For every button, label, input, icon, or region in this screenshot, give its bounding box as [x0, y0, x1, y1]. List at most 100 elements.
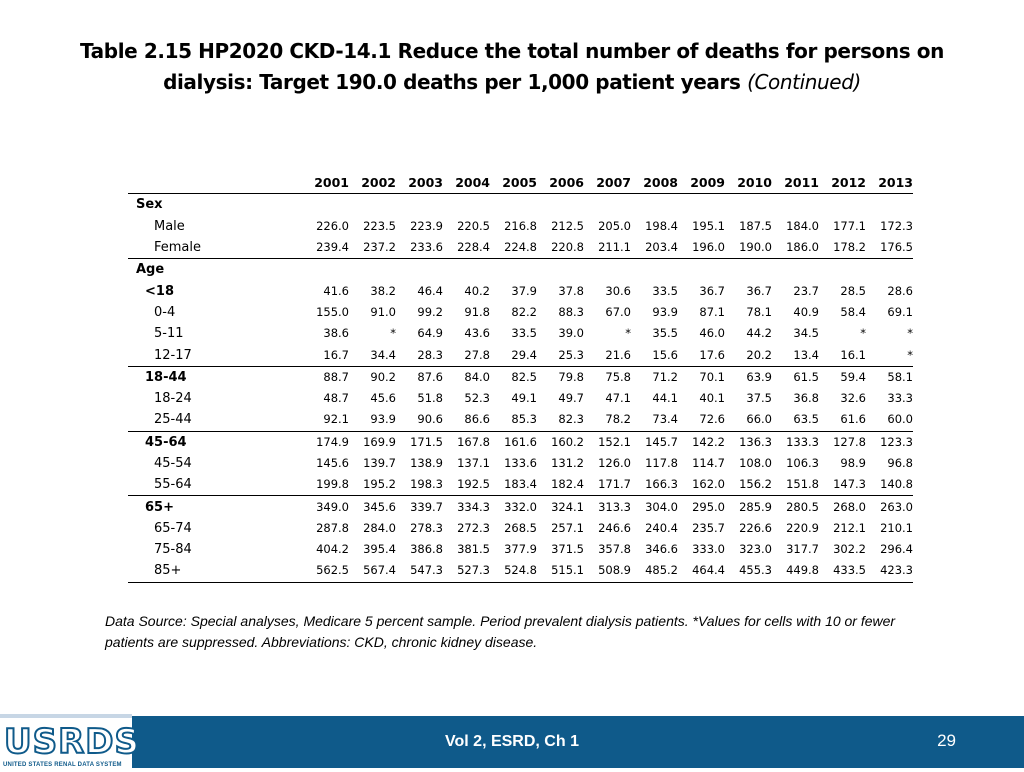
- table-cell: 212.1: [833, 520, 866, 535]
- table-cell: 60.0: [887, 412, 913, 427]
- table-cell: 108.0: [739, 456, 772, 470]
- table-cell: 332.0: [504, 499, 537, 514]
- table-cell: 433.5: [833, 563, 866, 578]
- year-header-2003: 2003: [408, 175, 443, 191]
- table-cell: 133.6: [504, 456, 537, 470]
- table-cell: 17.6: [699, 347, 725, 362]
- row-label: 18-44: [145, 369, 187, 385]
- table-cell: 156.2: [739, 477, 772, 492]
- table-cell: 313.3: [598, 499, 631, 514]
- table-cell: 287.8: [316, 520, 349, 535]
- table-cell: 90.6: [417, 412, 443, 427]
- table-cell: 27.8: [464, 347, 490, 362]
- table-row: 18-24 48.7 45.6 51.8 52.3 49.1 49.7 47.1 44.1 40.…: [128, 388, 913, 409]
- table-cell: [678, 194, 725, 216]
- table-cell: 73.4: [652, 412, 678, 427]
- table-header: 2001 2002 2003 2004 2005 2006 2007 2008 2009 2010…: [128, 172, 913, 194]
- table-cell: 333.0: [692, 542, 725, 557]
- table-cell: 278.3: [410, 520, 443, 535]
- table-cell: 216.8: [504, 218, 537, 233]
- table-cell: 562.5: [316, 563, 349, 578]
- table-cell: 177.1: [833, 218, 866, 233]
- logo-tagline: UNITED STATES RENAL DATA SYSTEM: [3, 762, 122, 768]
- table-cell: 38.2: [370, 283, 396, 298]
- row-label: Age: [136, 262, 165, 278]
- header-blank-cell: [128, 172, 302, 194]
- table-cell: 199.8: [316, 477, 349, 492]
- table-cell: 223.5: [363, 218, 396, 233]
- table-cell: 58.1: [887, 369, 913, 384]
- table-cell: 86.6: [464, 412, 490, 427]
- table-cell: 152.1: [598, 434, 631, 449]
- table-cell: 203.4: [645, 240, 678, 255]
- table-cell: 198.3: [410, 477, 443, 492]
- table-cell: 20.2: [746, 347, 772, 362]
- table-cell: 47.1: [605, 391, 631, 406]
- table-cell: [349, 259, 396, 281]
- table-cell: 78.1: [746, 304, 772, 319]
- row-label: Sex: [136, 197, 163, 213]
- table-row: 45-64 174.9 169.9 171.5 167.8 161.6 160.2 152.1…: [128, 431, 913, 453]
- table-cell: 30.6: [605, 283, 631, 298]
- table-cell: 237.2: [363, 240, 396, 255]
- table-cell: [725, 259, 772, 281]
- row-label: 85+: [154, 563, 182, 579]
- table-cell: 169.9: [363, 434, 396, 449]
- table-cell: 284.0: [363, 520, 396, 535]
- table-cell: [537, 194, 584, 216]
- table-cell: 455.3: [739, 563, 772, 578]
- table-cell: 524.8: [504, 563, 537, 578]
- table-cell: 142.2: [692, 434, 725, 449]
- table-cell: 71.2: [652, 369, 678, 384]
- table-cell: 147.3: [833, 477, 866, 492]
- table-cell: 184.0: [786, 218, 819, 233]
- table-cell: 145.6: [316, 456, 349, 470]
- table-cell: 13.4: [793, 347, 819, 362]
- table-cell: 93.9: [652, 304, 678, 319]
- year-header-2002: 2002: [361, 175, 396, 191]
- table-cell: 41.6: [323, 283, 349, 298]
- row-label: 12-17: [154, 347, 192, 363]
- table-cell: 99.2: [417, 304, 443, 319]
- year-header-2013: 2013: [878, 175, 913, 191]
- table-cell: 64.9: [417, 326, 443, 341]
- table-cell: 98.9: [840, 456, 866, 470]
- table-cell: 171.5: [410, 434, 443, 449]
- table-row: Female 239.4 237.2 233.6 228.4 224.8 220.8 211.…: [128, 237, 913, 259]
- table-cell: 96.8: [887, 456, 913, 470]
- table-cell: 257.1: [551, 520, 584, 535]
- table-cell: 82.2: [511, 304, 537, 319]
- row-label: 18-24: [154, 391, 192, 407]
- table-cell: 88.3: [558, 304, 584, 319]
- table-cell: 63.5: [793, 412, 819, 427]
- table-cell: 155.0: [316, 304, 349, 319]
- table-cell: 547.3: [410, 563, 443, 578]
- table-cell: [631, 194, 678, 216]
- table-cell: 246.6: [598, 520, 631, 535]
- table-cell: [584, 194, 631, 216]
- year-header-2008: 2008: [643, 175, 678, 191]
- table-cell: [302, 259, 349, 281]
- table-cell: 91.0: [370, 304, 396, 319]
- table-cell: 44.2: [746, 326, 772, 341]
- table-cell: 29.4: [511, 347, 537, 362]
- table-cell: [819, 194, 866, 216]
- year-header-2011: 2011: [784, 175, 819, 191]
- table-row: 18-44 88.7 90.2 87.6 84.0 82.5 79.8 75.8 71.2 70.…: [128, 366, 913, 388]
- table-cell: 15.6: [652, 347, 678, 362]
- year-header-2004: 2004: [455, 175, 490, 191]
- table-cell: [396, 259, 443, 281]
- table-cell: 449.8: [786, 563, 819, 578]
- table-cell: 228.4: [457, 240, 490, 255]
- table-cell: 38.6: [323, 326, 349, 341]
- table-cell: [866, 259, 913, 281]
- table-cell: 404.2: [316, 542, 349, 557]
- table-row: 5-11 38.6 * 64.9 43.6 33.5 39.0 * 35.5 46.0 44.2 34…: [128, 323, 913, 344]
- table-cell: 485.2: [645, 563, 678, 578]
- row-label: 25-44: [154, 412, 192, 428]
- table-row: Sex: [128, 194, 913, 216]
- year-header-row: 2001 2002 2003 2004 2005 2006 2007 2008 2009 2010…: [128, 172, 913, 194]
- table-cell: 48.7: [323, 391, 349, 406]
- table-cell: 35.5: [652, 326, 678, 341]
- table-cell: 43.6: [464, 326, 490, 341]
